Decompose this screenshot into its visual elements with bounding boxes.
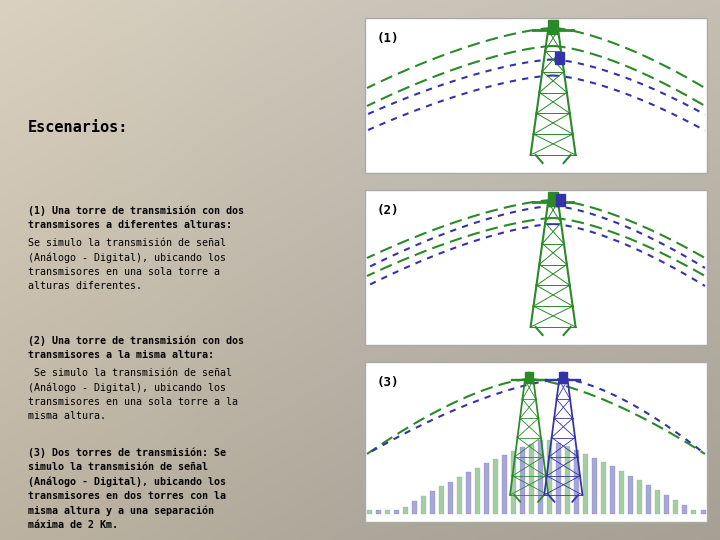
Bar [683, 505, 688, 514]
Text: Se simulo la transmisión de señal
(Análogo - Digital), ubicando los
transmisores: Se simulo la transmisión de señal (Análo… [28, 238, 226, 291]
Bar [520, 447, 525, 514]
Bar [565, 446, 570, 514]
Text: (1): (1) [377, 32, 400, 45]
Text: (2) Una torre de transmisión con dos
transmisores a la misma altura:: (2) Una torre de transmisión con dos tra… [28, 335, 244, 360]
Bar [665, 495, 670, 514]
Text: (2): (2) [377, 204, 400, 217]
Text: Escenarios:: Escenarios: [28, 120, 128, 136]
Bar [430, 491, 435, 514]
Text: (3) Dos torres de transmisión: Se
simulo la transmisión de señal
(Análogo - Digi: (3) Dos torres de transmisión: Se simulo… [28, 448, 226, 530]
Bar [502, 455, 507, 514]
Bar [412, 502, 417, 514]
Bar [384, 510, 390, 514]
Bar [548, 20, 558, 34]
Bar [493, 459, 498, 514]
Text: (1) Una torre de transmisión con dos
transmisores a diferentes alturas:: (1) Una torre de transmisión con dos tra… [28, 205, 244, 229]
Bar [529, 443, 534, 514]
Bar [556, 194, 565, 206]
Bar [456, 477, 462, 514]
Bar [525, 372, 533, 383]
Bar [365, 362, 707, 522]
Bar [376, 510, 381, 514]
Bar [559, 372, 567, 383]
Bar [511, 451, 516, 514]
Bar [629, 476, 634, 514]
Bar [547, 440, 552, 514]
Bar [366, 510, 372, 514]
Bar [365, 190, 707, 345]
Bar [619, 471, 624, 514]
Bar [538, 441, 543, 514]
Bar [365, 18, 707, 173]
Bar [583, 454, 588, 514]
Bar [637, 480, 642, 514]
Bar [673, 500, 678, 514]
Bar [592, 458, 597, 514]
Bar [548, 192, 558, 206]
Bar [574, 450, 579, 514]
Bar [655, 490, 660, 514]
Bar [691, 510, 696, 514]
Bar [438, 487, 444, 514]
Text: (3): (3) [377, 376, 400, 389]
Bar [701, 510, 706, 514]
Bar [484, 463, 489, 514]
Bar [555, 51, 564, 64]
Bar [647, 485, 652, 514]
Bar [601, 462, 606, 514]
Bar [466, 472, 471, 514]
Bar [474, 468, 480, 514]
Bar [611, 467, 615, 514]
Bar [402, 507, 408, 514]
Text: Se simulo la transmisión de señal
(Análogo - Digital), ubicando los
transmisores: Se simulo la transmisión de señal (Análo… [28, 368, 238, 421]
Bar [420, 496, 426, 514]
Bar [556, 443, 561, 514]
Bar [394, 510, 399, 514]
Bar [448, 482, 453, 514]
